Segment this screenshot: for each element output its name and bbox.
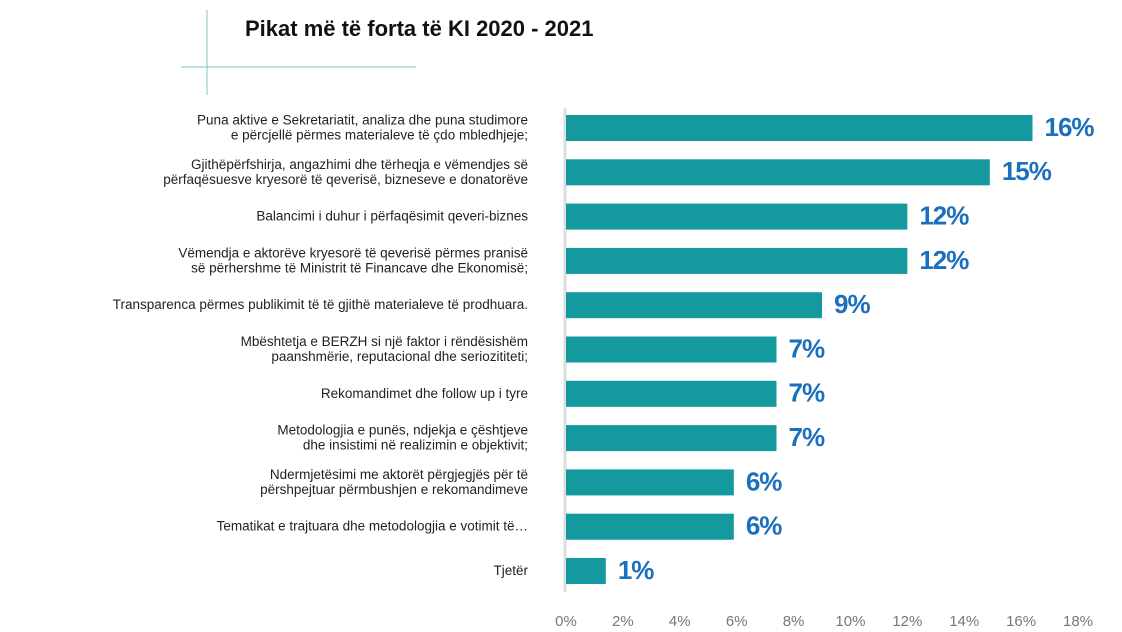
chart-title: Pikat më të forta të KI 2020 - 2021 xyxy=(245,16,594,41)
category-label-line: përfaqësuesve kryesorë të qeverisë, bizn… xyxy=(163,171,528,186)
category-label-line: së përhershme të Ministrit të Financave … xyxy=(191,260,528,275)
category-label-line: Ndermjetësimi me aktorët përgjegjës për … xyxy=(270,466,528,481)
category-label-line: Mbështetja e BERZH si një faktor i rëndë… xyxy=(241,334,528,349)
bar xyxy=(566,425,777,452)
x-tick-label: 0% xyxy=(555,613,577,630)
x-tick-label: 4% xyxy=(669,613,691,630)
category-label: Vëmendja e aktorëve kryesorë të qeverisë… xyxy=(178,245,528,275)
bar xyxy=(566,469,734,496)
bar xyxy=(566,558,606,584)
bar xyxy=(566,380,777,407)
category-label: Ndermjetësimi me aktorët përgjegjës për … xyxy=(260,466,528,496)
category-label: Tjetër xyxy=(493,563,528,578)
x-tick-label: 16% xyxy=(1006,613,1036,630)
value-label: 12% xyxy=(919,200,969,230)
bar xyxy=(566,115,1033,141)
category-label-line: Balancimi i duhur i përfaqësimit qeveri-… xyxy=(256,208,528,223)
x-tick-label: 10% xyxy=(835,613,865,630)
category-label-line: përshpejtuar përmbushjen e rekomandimeve xyxy=(260,481,528,496)
bar xyxy=(566,336,777,363)
value-label: 15% xyxy=(1002,156,1052,186)
value-label: 6% xyxy=(746,511,782,541)
category-label-line: dhe insistimi në realizimin e objektivit… xyxy=(303,437,528,452)
bar xyxy=(566,513,734,540)
category-label: Balancimi i duhur i përfaqësimit qeveri-… xyxy=(256,208,528,223)
category-label: Mbështetja e BERZH si një faktor i rëndë… xyxy=(241,334,528,364)
x-tick-label: 14% xyxy=(949,613,979,630)
category-label-line: Tematikat e trajtuara dhe metodologjia e… xyxy=(217,518,528,533)
category-label-line: paanshmërie, reputacional dhe seriozitit… xyxy=(271,349,528,364)
category-label-line: Metodologjia e punës, ndjekja e çështjev… xyxy=(277,422,528,437)
bar xyxy=(566,247,908,274)
category-label-line: Tjetër xyxy=(493,563,528,578)
value-label: 12% xyxy=(919,245,969,275)
category-label-line: Puna aktive e Sekretariatit, analiza dhe… xyxy=(197,112,528,127)
x-tick-label: 8% xyxy=(783,613,805,630)
value-label: 16% xyxy=(1044,112,1094,142)
category-label: Rekomandimet dhe follow up i tyre xyxy=(321,385,528,400)
value-label: 7% xyxy=(788,422,824,452)
category-label-line: e përcjellë përmes materialeve të çdo mb… xyxy=(231,127,528,142)
bar xyxy=(566,203,908,230)
value-label: 6% xyxy=(746,466,782,496)
bar xyxy=(566,159,990,186)
category-label: Puna aktive e Sekretariatit, analiza dhe… xyxy=(197,112,528,142)
category-label-line: Rekomandimet dhe follow up i tyre xyxy=(321,385,528,400)
x-tick-label: 18% xyxy=(1063,613,1093,630)
category-label: Gjithëpërfshirja, angazhimi dhe tërheqja… xyxy=(163,156,528,186)
value-label: 9% xyxy=(834,289,870,319)
category-label-line: Vëmendja e aktorëve kryesorë të qeverisë… xyxy=(178,245,528,260)
value-label: 7% xyxy=(788,333,824,363)
category-label-line: Transparenca përmes publikimit të të gji… xyxy=(113,297,528,312)
value-label: 1% xyxy=(618,555,654,585)
x-tick-label: 12% xyxy=(892,613,922,630)
x-tick-label: 2% xyxy=(612,613,634,630)
bar xyxy=(566,292,822,319)
category-label-line: Gjithëpërfshirja, angazhimi dhe tërheqja… xyxy=(191,156,528,171)
value-label: 7% xyxy=(788,378,824,408)
category-label: Tematikat e trajtuara dhe metodologjia e… xyxy=(217,518,528,533)
category-label: Transparenca përmes publikimit të të gji… xyxy=(113,297,528,312)
x-tick-label: 6% xyxy=(726,613,748,630)
category-label: Metodologjia e punës, ndjekja e çështjev… xyxy=(277,422,528,452)
